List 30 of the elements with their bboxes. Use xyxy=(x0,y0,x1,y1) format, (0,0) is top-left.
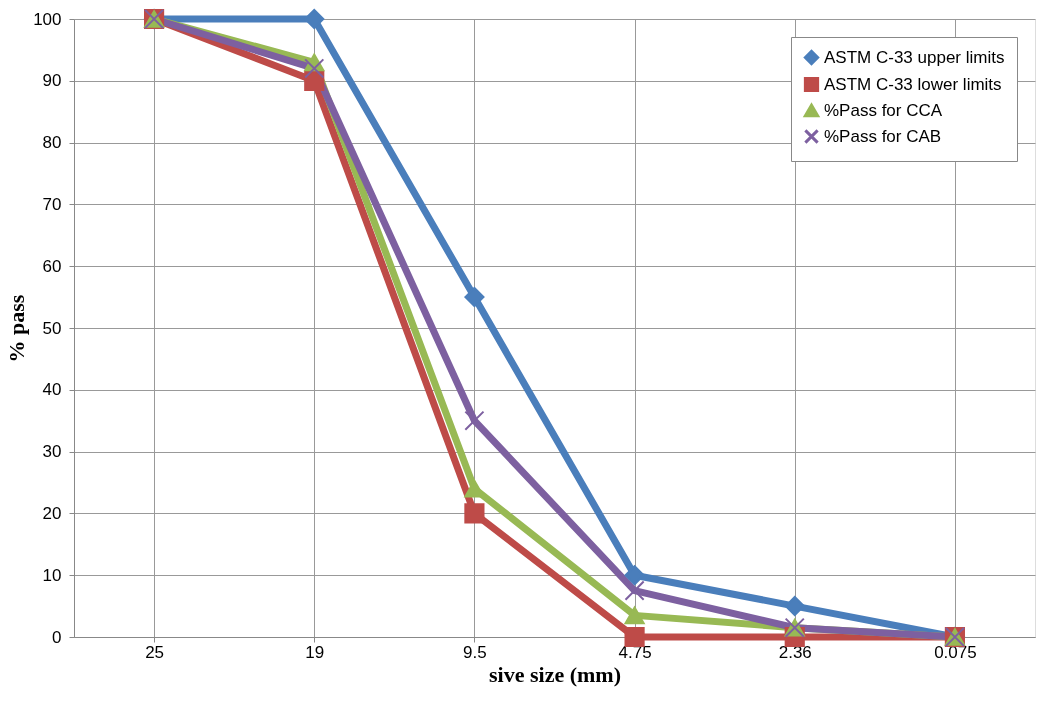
point xyxy=(304,8,325,30)
x-tick-label: 2.36 xyxy=(778,642,812,662)
y-tick-label: 20 xyxy=(42,503,62,523)
point xyxy=(624,606,645,625)
point xyxy=(784,596,805,617)
y-tick-label: 100 xyxy=(33,9,62,29)
legend-label: ASTM C-33 upper limits xyxy=(824,47,1005,67)
y-axis-title: % pass xyxy=(4,294,30,363)
y-tick-label: 0 xyxy=(52,627,62,647)
y-tick-label: 80 xyxy=(42,133,62,153)
point xyxy=(624,565,645,586)
x-axis-title: sive size (mm) xyxy=(489,661,621,687)
y-tick-label: 10 xyxy=(42,565,62,585)
point xyxy=(304,58,325,79)
legend-label: %Pass for CAB xyxy=(824,126,942,146)
y-tick-label: 30 xyxy=(42,442,62,462)
x-tick-label: 25 xyxy=(145,642,165,662)
y-tick-label: 60 xyxy=(42,256,62,276)
point xyxy=(464,503,485,524)
point xyxy=(624,580,645,601)
point xyxy=(624,626,645,648)
legend-label: ASTM C-33 lower limits xyxy=(824,74,1002,94)
y-tick-label: 90 xyxy=(42,71,62,91)
x-tick-label: 19 xyxy=(305,642,325,662)
y-tick-label: 50 xyxy=(42,318,62,338)
y-tick-label: 70 xyxy=(42,194,62,214)
legend-label: %Pass for CCA xyxy=(824,100,943,120)
point xyxy=(464,287,485,308)
y-tick-label: 40 xyxy=(42,380,62,400)
x-tick-label: 9.5 xyxy=(463,642,487,662)
